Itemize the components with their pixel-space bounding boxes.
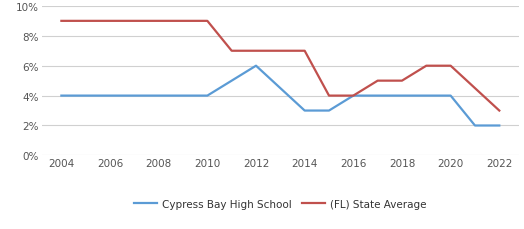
Cypress Bay High School [204,95,211,98]
Cypress Bay High School [350,95,356,98]
(FL) State Average [58,20,64,23]
(FL) State Average [375,80,381,83]
(FL) State Average [156,20,162,23]
Cypress Bay High School [472,125,478,127]
Cypress Bay High School [253,65,259,68]
Cypress Bay High School [496,125,503,127]
(FL) State Average [326,95,332,98]
(FL) State Average [399,80,405,83]
(FL) State Average [350,95,356,98]
(FL) State Average [423,65,430,68]
(FL) State Average [301,50,308,53]
Cypress Bay High School [301,110,308,112]
(FL) State Average [496,110,503,112]
Line: Cypress Bay High School: Cypress Bay High School [61,66,499,126]
Cypress Bay High School [326,110,332,112]
Line: (FL) State Average: (FL) State Average [61,22,499,111]
(FL) State Average [204,20,211,23]
Cypress Bay High School [447,95,454,98]
Cypress Bay High School [156,95,162,98]
(FL) State Average [228,50,235,53]
(FL) State Average [447,65,454,68]
Legend: Cypress Bay High School, (FL) State Average: Cypress Bay High School, (FL) State Aver… [130,195,431,213]
Cypress Bay High School [58,95,64,98]
Cypress Bay High School [399,95,405,98]
(FL) State Average [277,50,283,53]
Cypress Bay High School [107,95,113,98]
(FL) State Average [107,20,113,23]
